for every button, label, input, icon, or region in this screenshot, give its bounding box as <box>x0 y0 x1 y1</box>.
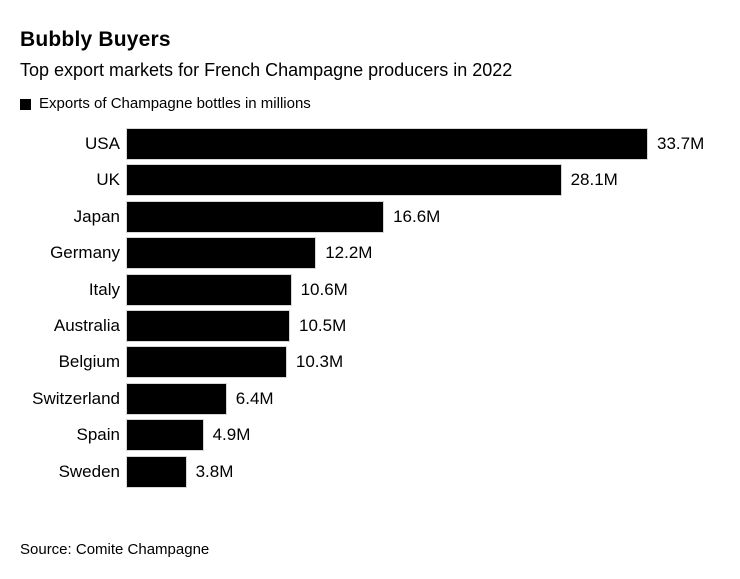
category-label: Spain <box>76 425 120 445</box>
category-label: Switzerland <box>32 388 120 408</box>
value-label: 10.5M <box>299 315 347 335</box>
bar-row: Germany 12.2M <box>20 237 720 270</box>
bar-row: Italy 10.6M <box>20 273 720 306</box>
chart-title: Bubbly Buyers <box>20 28 171 51</box>
value-label: 4.9M <box>212 425 251 445</box>
bar <box>126 309 290 342</box>
bar <box>126 382 227 415</box>
bar-row: Sweden 3.8M <box>20 455 720 488</box>
value-label: 10.6M <box>300 279 348 299</box>
source-attribution: Source: Comite Champagne <box>20 541 210 558</box>
bar-row: Switzerland 6.4M <box>20 382 720 415</box>
bar-row: Belgium 10.3M <box>20 346 720 379</box>
legend-square-icon <box>20 98 31 110</box>
value-label: 16.6M <box>393 206 441 226</box>
bar <box>126 419 204 452</box>
bar <box>126 164 562 197</box>
category-label: Belgium <box>58 352 120 372</box>
bar <box>126 346 287 379</box>
value-label: 12.2M <box>325 243 373 263</box>
value-label: 33.7M <box>657 134 705 153</box>
value-label: 6.4M <box>235 388 274 408</box>
category-label: UK <box>96 170 120 190</box>
bar-row: UK 28.1M <box>20 164 720 197</box>
bar-row: Spain 4.9M <box>20 419 720 452</box>
category-label: USA <box>85 134 120 153</box>
value-label: 28.1M <box>570 170 618 190</box>
chart-subtitle: Top export markets for French Champagne … <box>20 60 513 80</box>
bar <box>126 128 648 160</box>
category-label: Italy <box>88 279 120 299</box>
bar-row: USA 33.7M <box>20 128 720 160</box>
bar-chart: USA 33.7M UK 28.1M Japan 16.6M Germany 12.2M Ita… <box>20 128 720 488</box>
bar <box>126 455 187 488</box>
category-label: Japan <box>73 206 120 226</box>
legend: Exports of Champagne bottles in millions <box>20 95 720 113</box>
bar <box>126 273 292 306</box>
bar <box>125 237 317 270</box>
category-label: Germany <box>50 243 120 263</box>
legend-label: Exports of Champagne bottles in millions <box>39 95 311 112</box>
bar-row: Japan 16.6M <box>20 200 720 233</box>
value-label: 10.3M <box>295 352 344 372</box>
bar-row: Australia 10.5M <box>20 309 720 342</box>
category-label: Sweden <box>58 461 120 481</box>
bar <box>125 200 385 233</box>
value-label: 3.8M <box>195 461 234 481</box>
category-label: Australia <box>53 315 120 335</box>
